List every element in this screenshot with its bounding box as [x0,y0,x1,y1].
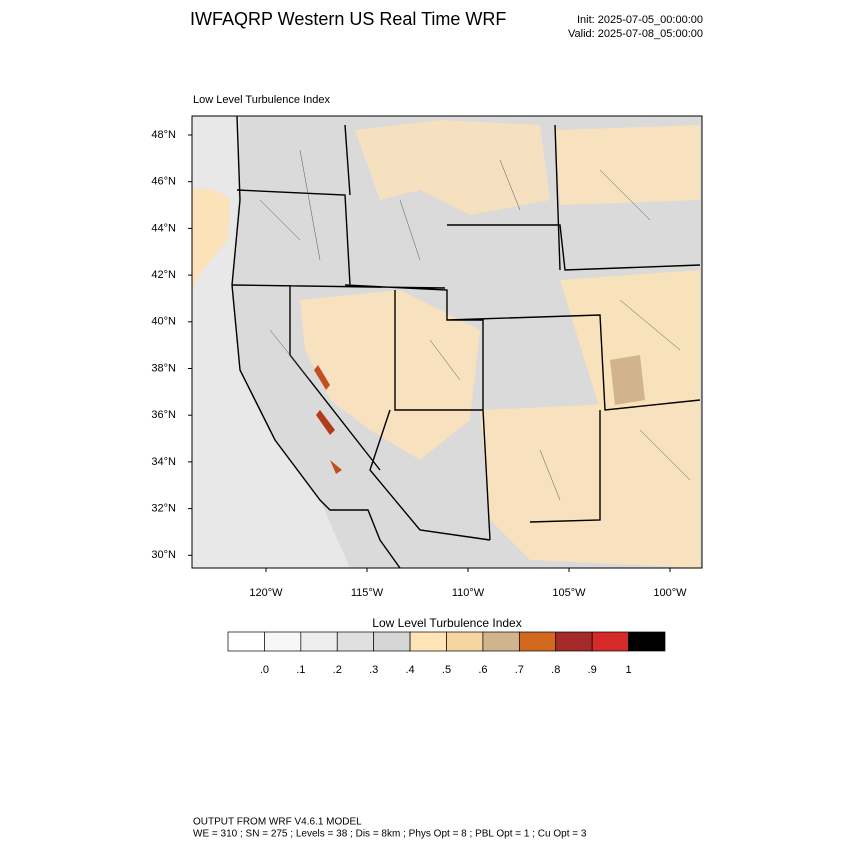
colorbar-label: .1 [296,664,305,676]
lat-label: 44°N [151,222,176,234]
colorbar-label: .9 [588,664,597,676]
lon-label: 110°W [452,587,485,599]
lat-label: 34°N [151,456,176,468]
colorbar-box [628,631,666,652]
lat-label: 30°N [151,549,176,561]
colorbar-label: .6 [478,664,487,676]
colorbar-box [373,631,411,652]
colorbar-label: .0 [260,664,269,676]
lat-labels: 48°N 46°N 44°N 42°N 40°N 38°N 36°N 34°N 32°N 30°N [151,129,192,561]
map [192,116,702,568]
colorbar-label: .4 [405,664,414,676]
colorbar-box [446,631,484,652]
lat-label: 48°N [151,129,176,141]
footer-line: OUTPUT FROM WRF V4.6.1 MODEL [193,817,362,828]
colorbar-label: .3 [369,664,378,676]
lon-labels: 120°W 115°W 110°W 105°W 100°W [249,568,687,599]
colorbar: .0 .1 .2 .3 .4 .5 .6 .7 .8 .9 1 [227,631,666,676]
valid-time: Valid: 2025-07-08_05:00:00 [568,28,703,40]
lat-label: 40°N [151,316,176,328]
title: IWFAQRP Western US Real Time WRF [190,9,506,29]
lat-label: 42°N [151,269,176,281]
init-time: Init: 2025-07-05_00:00:00 [577,14,703,26]
colorbar-label: .2 [333,664,342,676]
colorbar-label: .8 [551,664,560,676]
colorbar-box [336,631,375,652]
colorbar-label: .5 [442,664,451,676]
lon-label: 100°W [653,587,687,599]
colorbar-label: .7 [515,664,524,676]
colorbar-label: 1 [626,664,632,676]
colorbar-box [482,631,520,652]
lon-label: 120°W [249,587,283,599]
lat-label: 36°N [151,409,176,421]
colorbar-title: Low Level Turbulence Index [372,616,521,630]
colorbar-box [591,631,629,652]
lat-label: 32°N [151,503,176,515]
colorbar-box [555,631,593,652]
map-title: Low Level Turbulence Index [193,94,330,106]
lat-label: 46°N [151,176,176,188]
colorbar-box [300,631,338,652]
lat-label: 38°N [151,362,176,374]
lon-label: 105°W [552,587,586,599]
lon-label: 115°W [351,587,384,599]
colorbar-box [264,631,302,652]
colorbar-box [227,631,265,652]
footer-line: WE = 310 ; SN = 275 ; Levels = 38 ; Dis … [193,829,587,840]
map-frame [191,115,703,569]
colorbar-box [518,631,557,652]
colorbar-box [409,631,447,652]
